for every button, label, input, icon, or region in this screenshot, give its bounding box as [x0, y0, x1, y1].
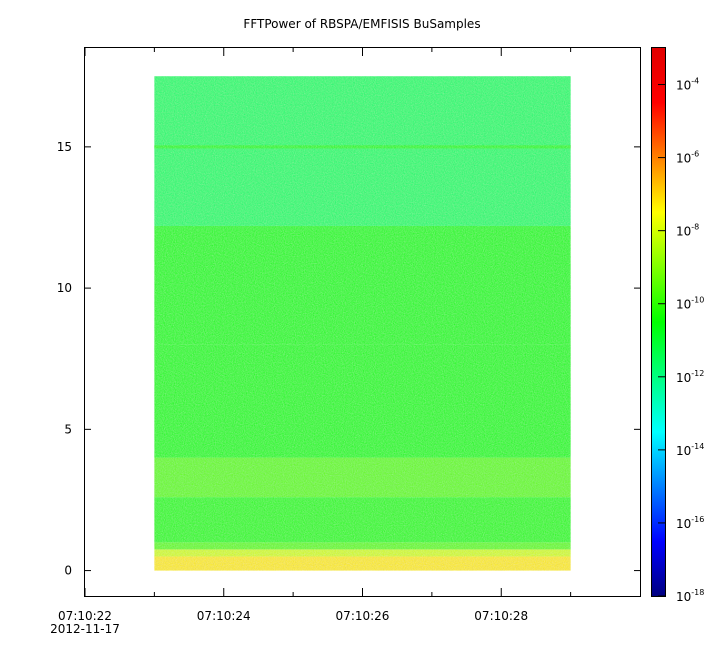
- y-tick-label: 0: [64, 564, 72, 578]
- power-band-4: [154, 457, 571, 498]
- emission-line-0: [154, 145, 571, 149]
- colorbar-tick-label: 10-14: [676, 442, 704, 458]
- colorbar-tick-label: 10-12: [676, 369, 704, 385]
- spectrogram-image: [154, 76, 571, 571]
- colorbar: [651, 47, 666, 597]
- power-band-7: [154, 76, 571, 226]
- x-tick-label: 07:10:28: [474, 609, 528, 623]
- power-band-1: [154, 549, 571, 557]
- colorbar-tick-label: 10-18: [676, 588, 704, 604]
- colorbar-tick-label: 10-16: [676, 515, 704, 531]
- colorbar-tick-label: 10-6: [676, 150, 699, 166]
- y-tick-label: 10: [57, 281, 72, 295]
- chart-title: FFTPower of RBSPA/EMFISIS BuSamples: [243, 17, 481, 31]
- power-band-6: [154, 225, 571, 345]
- x-tick-label: 07:10:24: [197, 609, 251, 623]
- y-tick-label: 15: [57, 140, 72, 154]
- power-band-2: [154, 542, 571, 550]
- x-date-label: 2012-11-17: [50, 622, 120, 636]
- colorbar-tick-label: 10-10: [676, 296, 704, 312]
- x-tick-label: 07:10:22: [58, 609, 112, 623]
- colorbar-tick-label: 10-4: [676, 77, 699, 93]
- y-tick-label: 5: [64, 422, 72, 436]
- colorbar-tick-label: 10-8: [676, 223, 699, 239]
- x-tick-label: 07:10:26: [336, 609, 390, 623]
- power-band-0: [154, 556, 571, 571]
- power-band-5: [154, 344, 571, 458]
- power-band-3: [154, 497, 571, 543]
